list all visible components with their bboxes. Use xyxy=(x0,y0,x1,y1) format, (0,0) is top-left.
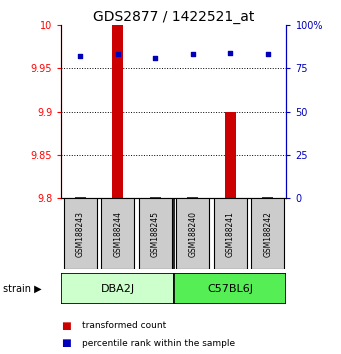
Text: ■: ■ xyxy=(61,338,71,348)
Text: ■: ■ xyxy=(61,321,71,331)
FancyBboxPatch shape xyxy=(64,198,97,269)
FancyBboxPatch shape xyxy=(61,273,174,304)
Point xyxy=(77,53,83,59)
Point xyxy=(190,51,195,57)
Point xyxy=(227,50,233,55)
Text: GSM188241: GSM188241 xyxy=(226,211,235,257)
Text: GSM188245: GSM188245 xyxy=(151,211,160,257)
Bar xyxy=(149,196,161,198)
FancyBboxPatch shape xyxy=(139,198,172,269)
FancyBboxPatch shape xyxy=(251,198,284,269)
Text: GSM188244: GSM188244 xyxy=(113,211,122,257)
Text: C57BL6J: C57BL6J xyxy=(207,284,253,293)
Text: DBA2J: DBA2J xyxy=(101,284,135,293)
Title: GDS2877 / 1422521_at: GDS2877 / 1422521_at xyxy=(93,10,255,24)
Bar xyxy=(112,25,123,198)
Point xyxy=(115,51,120,57)
Bar xyxy=(224,112,236,198)
Text: GSM188243: GSM188243 xyxy=(76,211,85,257)
FancyBboxPatch shape xyxy=(214,198,247,269)
FancyBboxPatch shape xyxy=(101,198,134,269)
Text: percentile rank within the sample: percentile rank within the sample xyxy=(82,339,235,348)
FancyBboxPatch shape xyxy=(176,198,209,269)
Text: transformed count: transformed count xyxy=(82,321,166,330)
Text: GSM188242: GSM188242 xyxy=(263,211,272,257)
Point xyxy=(265,51,270,57)
FancyBboxPatch shape xyxy=(174,273,286,304)
Text: strain ▶: strain ▶ xyxy=(3,284,42,293)
Text: GSM188240: GSM188240 xyxy=(188,211,197,257)
Point xyxy=(152,55,158,61)
